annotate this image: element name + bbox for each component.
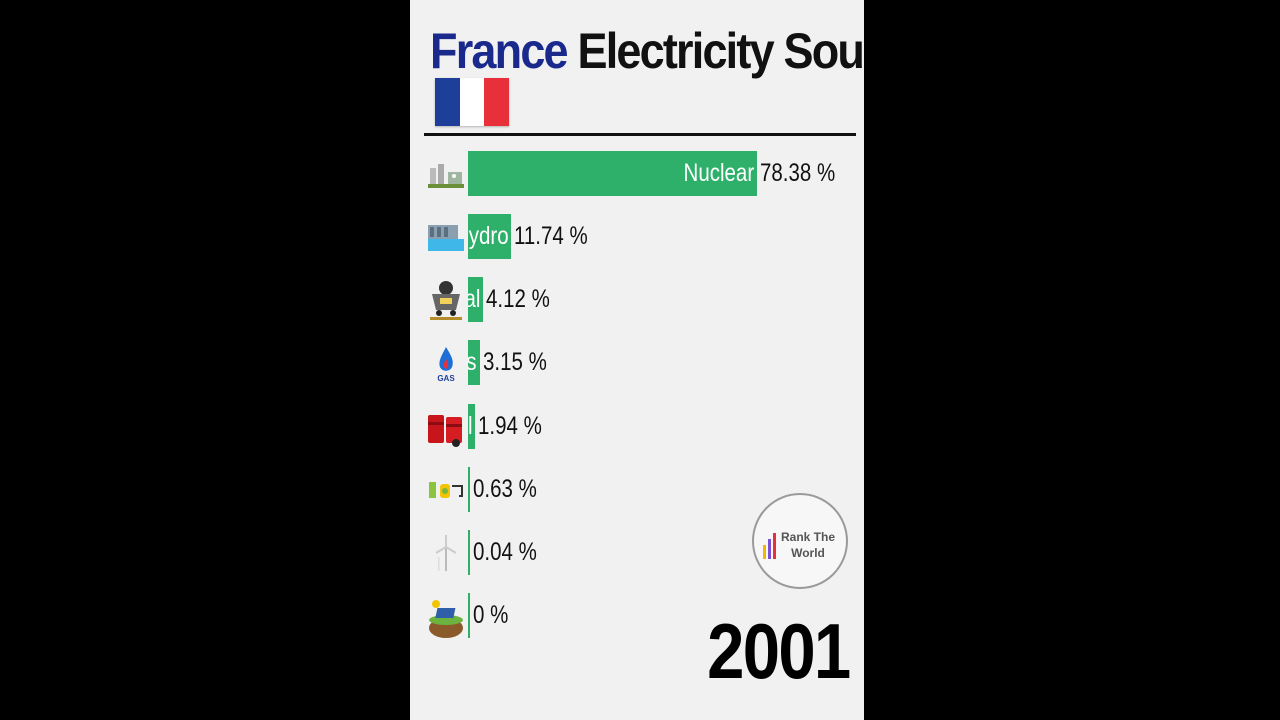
coal-cart-icon [426, 277, 466, 323]
bar-row-coal: al4.12 % [410, 277, 864, 323]
bar-label-nuclear: Nuclear [683, 159, 754, 187]
title-divider [424, 133, 856, 136]
hydro-dam-icon [426, 214, 466, 260]
bar-value-solar: 0 % [473, 601, 509, 629]
bar-hydro: ydro [468, 214, 512, 259]
bar-value-nuclear: 78.38 % [760, 159, 836, 187]
badge-line2: World [791, 546, 825, 560]
bar-row-nuclear: Nuclear 78.38 % [410, 151, 864, 197]
rank-the-world-logo: Rank The World [752, 493, 848, 589]
bar-row-gas: GAS s3.15 % [410, 340, 864, 386]
bar-row-biofuel: 0.63 % [410, 467, 864, 513]
year-label: 2001 [707, 607, 852, 695]
solar-panel-icon [426, 593, 466, 639]
gas-flame-icon: GAS [426, 340, 466, 386]
title-country: France [430, 23, 569, 79]
flag-stripe-blue [435, 78, 460, 126]
bar-gas: s [468, 340, 480, 385]
oil-barrels-icon [426, 404, 466, 450]
bar-row-oil: l 1.94 % [410, 404, 864, 450]
chart-title: France Electricity Source [430, 22, 864, 80]
bar-value-biofuel: 0.63 % [473, 475, 538, 503]
bar-label-coal: al [468, 285, 481, 313]
bar-label-gas: s [468, 340, 477, 385]
bar-coal: al [468, 277, 484, 322]
nuclear-plant-icon [426, 151, 466, 197]
bar-label-hydro: ydro [468, 222, 509, 250]
title-text: Electricity Source [577, 23, 864, 79]
flag-stripe-white [459, 78, 485, 126]
bar-label-oil: l [468, 412, 473, 440]
bar-value-oil: 1.94 % [478, 412, 542, 440]
badge-line1: Rank The [780, 530, 835, 544]
france-flag-icon [435, 78, 510, 126]
bar-row-solar: 0 % [410, 593, 864, 639]
bar-value-hydro: 11.74 % [514, 222, 588, 250]
bar-value-wind: 0.04 % [473, 538, 537, 566]
bar-nuclear: Nuclear [468, 151, 757, 196]
bar-solar [468, 593, 470, 638]
bar-biofuel [468, 467, 471, 512]
bar-row-wind: 0.04 % [410, 530, 864, 576]
bar-wind [468, 530, 470, 575]
bar-value-gas: 3.15 % [482, 348, 547, 376]
svg-text:GAS: GAS [437, 374, 455, 383]
bar-logo-icon [763, 533, 776, 559]
biofuel-icon [426, 467, 466, 513]
flag-stripe-red [484, 78, 510, 126]
bar-value-coal: 4.12 % [486, 285, 551, 313]
bar-row-hydro: ydro 11.74 % [410, 214, 864, 260]
bar-oil: l [468, 404, 476, 449]
wind-turbine-icon [426, 530, 466, 576]
